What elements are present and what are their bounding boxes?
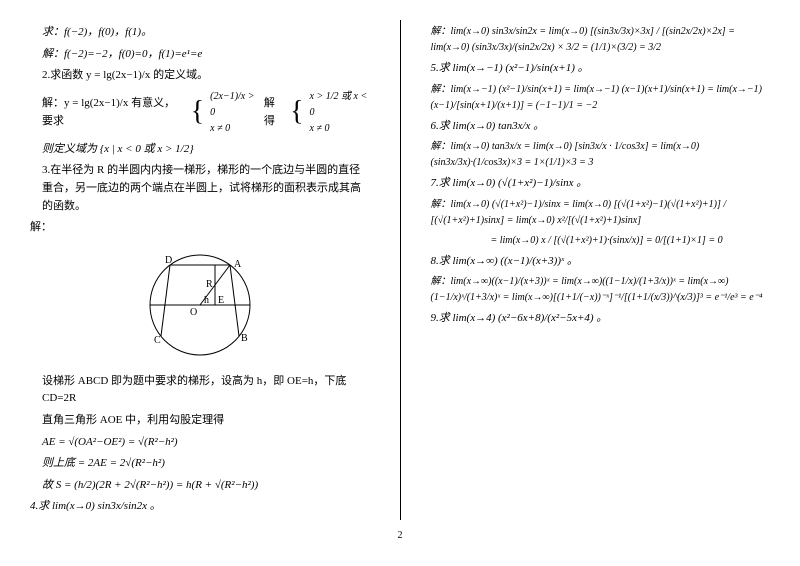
trapezoid-diagram: D A R O h E B C — [140, 245, 260, 365]
q1-sol: 解：f(−2)=−2，f(0)=0，f(1)=e¹=e — [42, 46, 370, 64]
q8-prompt: 8.求 lim(x→∞) ((x−1)/(x+3))ˣ 。 — [431, 253, 771, 271]
left-column: 求：f(−2)，f(0)，f(1)。 解：f(−2)=−2，f(0)=0，f(1… — [30, 20, 370, 520]
q1-prompt: 求：f(−2)，f(0)，f(1)。 — [42, 24, 370, 42]
q6-sol: 解：lim(x→0) tan3x/x = lim(x→0) [sin3x/x ·… — [431, 139, 771, 171]
right-column: 解：lim(x→0) sin3x/sin2x = lim(x→0) [(sin3… — [431, 20, 771, 520]
q8-sol: 解：lim(x→∞)((x−1)/(x+3))ˣ = lim(x→∞)((1−1… — [431, 274, 771, 306]
label-E: E — [218, 295, 224, 306]
q4-prompt: 4.求 lim(x→0) sin3x/sin2x 。 — [30, 498, 370, 516]
q2-domain: 则定义域为 {x | x < 0 或 x > 1/2} — [42, 141, 370, 159]
q7-sol2: = lim(x→0) x / [(√(1+x²)+1)·(sinx/x)] = … — [491, 233, 771, 249]
page-number: 2 — [30, 530, 770, 541]
q3-setup: 设梯形 ABCD 即为题中要求的梯形，设高为 h，即 OE=h，下底 CD=2R — [42, 373, 370, 408]
label-C: C — [154, 335, 161, 346]
column-divider — [400, 20, 401, 520]
label-O: O — [190, 307, 197, 318]
q3-prompt: 3.在半径为 R 的半圆内内接一梯形，梯形的一个底边与半圆的直径重合，另一底边的… — [42, 162, 370, 215]
q3-pyth: 直角三角形 AOE 中，利用勾股定理得 — [42, 412, 370, 430]
label-B: B — [241, 333, 248, 344]
q3-top: 则上底 = 2AE = 2√(R²−h²) — [42, 455, 370, 473]
label-D: D — [165, 255, 172, 266]
q2-prompt: 2.求函数 y = lg(2x−1)/x 的定义域。 — [42, 67, 370, 85]
q2-sol: 解：y = lg(2x−1)/x 有意义，要求 { (2x−1)/x > 0 x… — [42, 89, 370, 137]
q7-prompt: 7.求 lim(x→0) (√(1+x²)−1)/sinx 。 — [431, 175, 771, 193]
q7-sol1: 解：lim(x→0) (√(1+x²)−1)/sinx = lim(x→0) [… — [431, 197, 771, 229]
q3-sol-label: 解： — [30, 219, 370, 237]
q5-sol: 解：lim(x→−1) (x²−1)/sin(x+1) = lim(x→−1) … — [431, 82, 771, 114]
q3-area: 故 S = (h/2)(2R + 2√(R²−h²)) = h(R + √(R²… — [42, 477, 370, 495]
label-R: R — [206, 279, 213, 290]
q5-prompt: 5.求 lim(x→−1) (x²−1)/sin(x+1) 。 — [431, 60, 771, 78]
q3-ae: AE = √(OA²−OE²) = √(R²−h²) — [42, 434, 370, 452]
label-h: h — [204, 295, 209, 306]
q6-prompt: 6.求 lim(x→0) tan3x/x 。 — [431, 118, 771, 136]
label-A: A — [234, 259, 242, 270]
q4-sol: 解：lim(x→0) sin3x/sin2x = lim(x→0) [(sin3… — [431, 24, 771, 56]
q9-prompt: 9.求 lim(x→4) (x²−6x+8)/(x²−5x+4) 。 — [431, 310, 771, 328]
